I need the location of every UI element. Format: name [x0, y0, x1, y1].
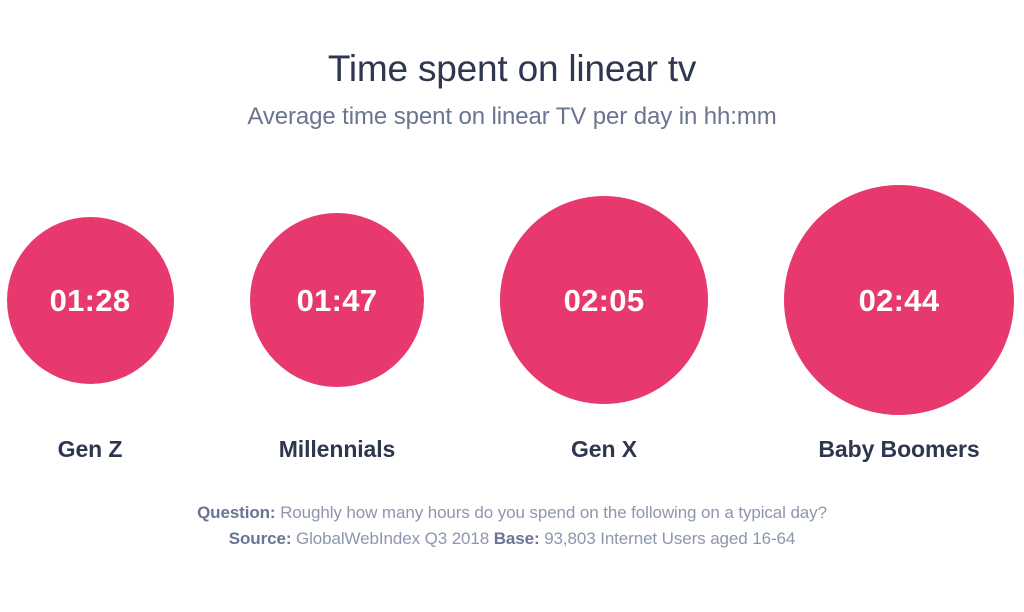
bubble-category-label: Baby Boomers	[818, 436, 980, 462]
bubble-category-label: Gen Z	[57, 436, 123, 462]
footer-question-label: Question:	[197, 503, 276, 522]
bubble-circle[interactable]: 01:47	[250, 213, 424, 387]
bubble-circle[interactable]: 02:44	[784, 185, 1014, 415]
bubble-group: 02:44 Baby Boomers	[771, 170, 1024, 470]
chart-subtitle: Average time spent on linear TV per day …	[247, 102, 777, 130]
bubble-category-label: Millennials	[278, 436, 396, 462]
footer-question-line: Question: Roughly how many hours do you …	[0, 500, 1024, 526]
bubble-category-label: Gen X	[571, 436, 637, 462]
bubble-area: 01:28	[0, 170, 218, 430]
bubble-value: 01:47	[296, 282, 378, 318]
footer-base-text: 93,803 Internet Users aged 16-64	[544, 529, 796, 549]
bubble-group: 02:05 Gen X	[476, 170, 732, 470]
chart-header: Time spent on linear tv Average time spe…	[0, 48, 1024, 131]
footer-source-label: Source:	[228, 529, 292, 549]
footer-question-text: Roughly how many hours do you spend on t…	[280, 503, 827, 522]
footer-base-label: Base:	[493, 529, 540, 549]
footer-source-text: GlobalWebIndex Q3 2018	[296, 529, 490, 549]
page-title: Time spent on linear tv	[327, 48, 697, 89]
bubble-chart: 01:28 Gen Z 01:47 Millennials 02:05 Gen X 02:4…	[0, 170, 1024, 470]
bubble-area: 02:44	[771, 170, 1024, 430]
bubble-value: 02:44	[858, 282, 940, 318]
bubble-value: 01:28	[49, 282, 131, 318]
bubble-circle[interactable]: 01:28	[6, 216, 174, 384]
chart-footer: Question: Roughly how many hours do you …	[0, 500, 1024, 553]
bubble-group: 01:28 Gen Z	[0, 170, 218, 470]
bubble-area: 02:05	[476, 170, 732, 430]
bubble-area: 01:47	[209, 170, 465, 430]
bubble-value: 02:05	[563, 282, 645, 318]
bubble-circle[interactable]: 02:05	[500, 196, 708, 404]
bubble-group: 01:47 Millennials	[209, 170, 465, 470]
footer-source-line: Source: GlobalWebIndex Q3 2018 Base: 93,…	[0, 526, 1024, 552]
